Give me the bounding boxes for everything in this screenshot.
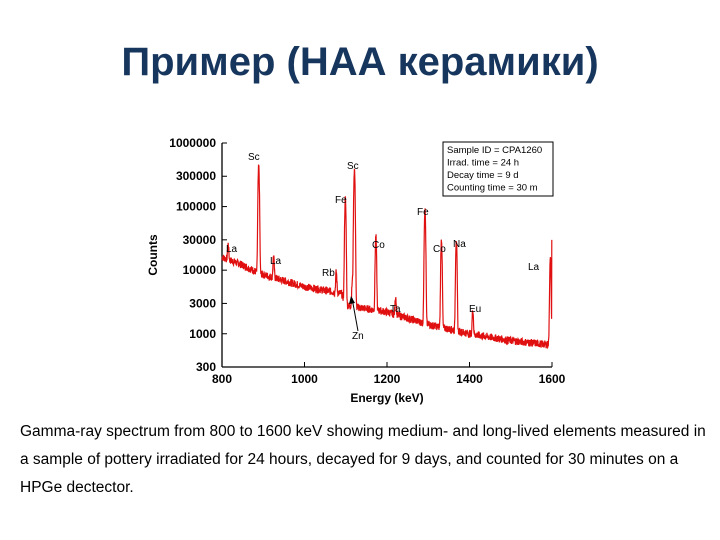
y-tick-label: 1000 bbox=[189, 327, 216, 341]
x-tick-label: 800 bbox=[212, 372, 232, 386]
info-box: Sample ID = CPA1260 Irrad. time = 24 hDec… bbox=[442, 141, 554, 197]
y-tick-label: 3000 bbox=[189, 296, 216, 310]
x-tick-label: 1600 bbox=[539, 372, 566, 386]
info-box-line: Sample ID = CPA1260 bbox=[447, 145, 542, 156]
x-tick-label: 1400 bbox=[456, 372, 483, 386]
y-tick-label: 100000 bbox=[176, 200, 216, 214]
x-axis-title: Energy (keV) bbox=[350, 391, 423, 405]
peak-label: Na bbox=[453, 239, 466, 250]
peak-label: Sc bbox=[347, 161, 359, 172]
zn-arrow-head bbox=[349, 296, 355, 304]
peak-label: Fe bbox=[417, 207, 429, 218]
y-tick-label: 1000000 bbox=[169, 136, 216, 150]
spectrum-line bbox=[221, 164, 553, 350]
gamma-spectrum-chart: 1000000 300000 100000 30000 10000 3000 1000 300… bbox=[146, 136, 566, 405]
peak-label: Co bbox=[372, 240, 385, 251]
peak-label: Ta bbox=[390, 304, 401, 315]
figure-caption: Gamma-ray spectrum from 800 to 1600 keV … bbox=[20, 423, 706, 496]
peak-label: Rb bbox=[322, 268, 335, 279]
zn-arrow-line bbox=[351, 297, 359, 332]
x-tick-label: 1000 bbox=[291, 372, 318, 386]
slide-title: Пример (НАА керамики) bbox=[121, 40, 599, 84]
chart-axes: 1000000 300000 100000 30000 10000 3000 1000 300… bbox=[169, 136, 565, 386]
peak-label: Fe bbox=[335, 195, 347, 206]
info-box-frame bbox=[442, 141, 554, 197]
peak-label: La bbox=[226, 244, 238, 255]
peak-label: Co bbox=[433, 244, 446, 255]
peak-label: Zn bbox=[352, 331, 364, 342]
y-tick-label: 300 bbox=[196, 360, 216, 374]
x-tick-label: 1200 bbox=[374, 372, 401, 386]
y-tick-label: 30000 bbox=[183, 233, 217, 247]
peak-label: Sc bbox=[248, 152, 260, 163]
info-box-line: Decay time = 9 d bbox=[447, 170, 519, 181]
y-tick-label: 300000 bbox=[176, 169, 216, 183]
peak-label: La bbox=[270, 256, 282, 267]
peak-label: Eu bbox=[469, 304, 481, 315]
y-tick-label: 10000 bbox=[183, 263, 217, 277]
axis-titles: Energy (keV) Counts bbox=[146, 234, 424, 405]
y-axis-title: Counts bbox=[146, 234, 160, 276]
info-box-line: Counting time = 30 m bbox=[447, 183, 538, 194]
info-box-line: Irrad. time = 24 h bbox=[447, 158, 519, 169]
peak-label: La bbox=[528, 262, 540, 273]
peak-labels: La Sc La Rb Fe Zn Sc Co Ta Fe Co Na Eu La bbox=[226, 152, 540, 342]
